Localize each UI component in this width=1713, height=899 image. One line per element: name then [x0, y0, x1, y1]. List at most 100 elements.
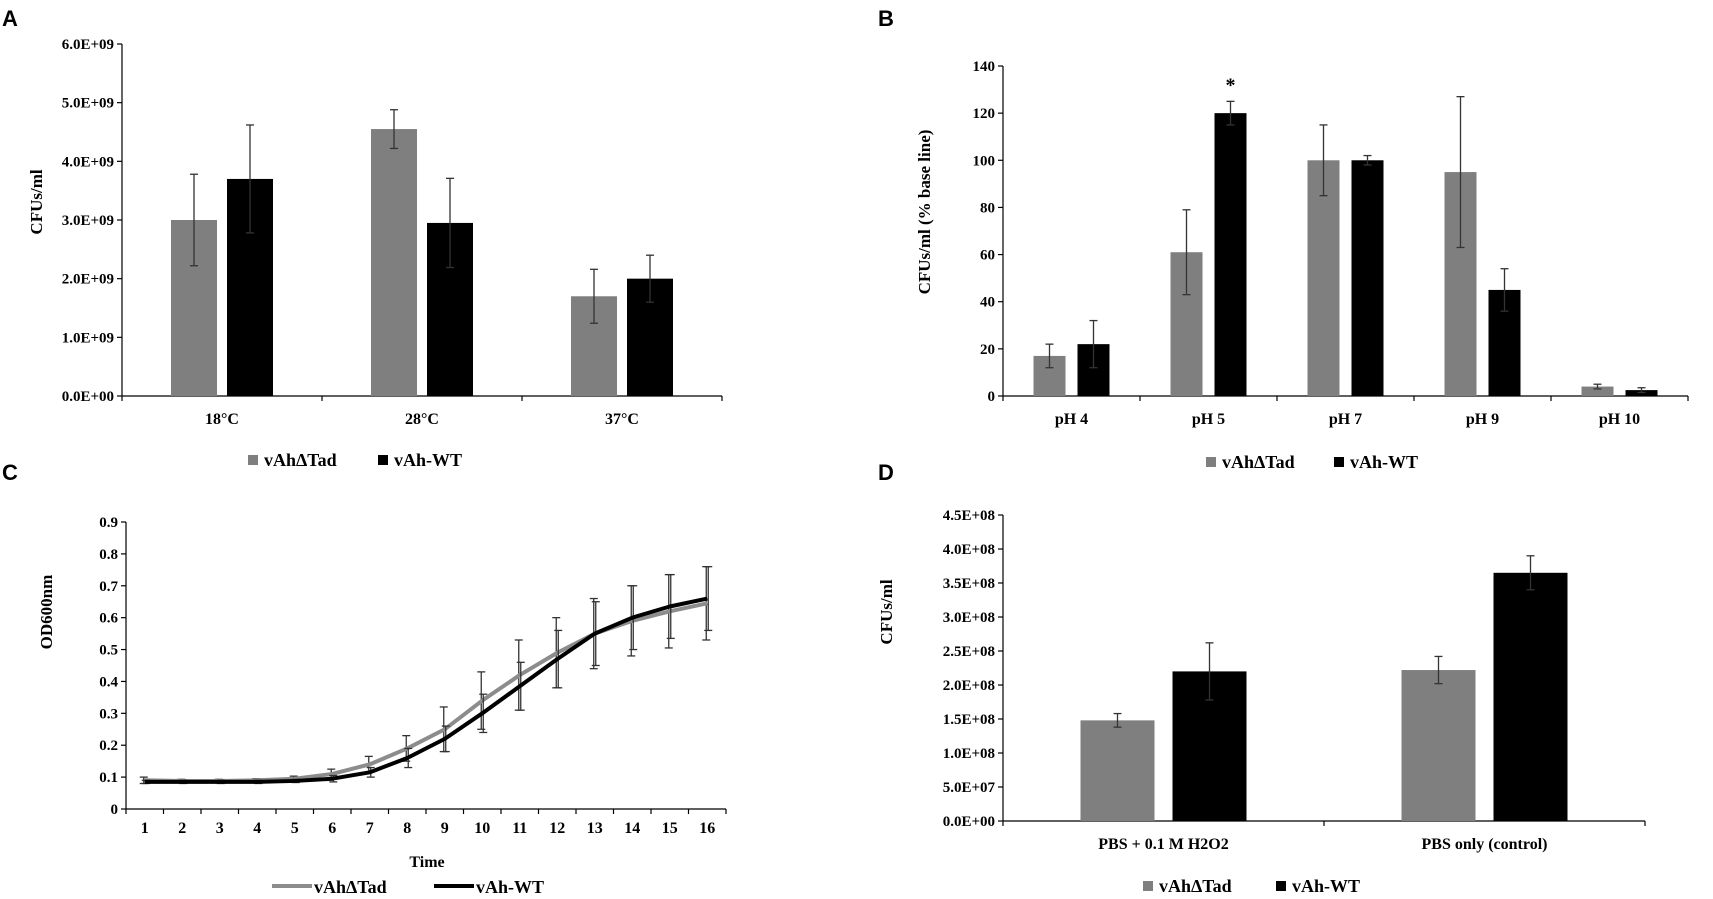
legend-label-mutant: vAhΔTad [314, 877, 387, 897]
bar-wt [1214, 113, 1247, 397]
legend-label-wt: vAh-WT [1292, 876, 1360, 896]
y-tick-label: 4.0E+09 [62, 154, 114, 170]
x-tick-label: 1 [141, 820, 149, 837]
y-tick-label: 0.0E+00 [943, 814, 995, 830]
x-tick-label: 9 [441, 820, 449, 837]
y-tick-label: 0.5 [99, 643, 118, 659]
x-category-label: pH 7 [1329, 411, 1362, 428]
legend-label-mutant: vAhΔTad [1222, 452, 1295, 472]
legend-label-wt: vAh-WT [476, 877, 544, 897]
panel-d-bar-chart: 0.0E+00 5.0E+07 1.0E+08 1.5E+08 2.0E+08 2.5E+… [943, 508, 1646, 853]
panel-c-legend: vAhΔTad vAh-WT [272, 877, 544, 897]
bar-wt [1493, 572, 1568, 821]
y-tick-label: 40 [980, 295, 995, 311]
x-tick-label: 15 [662, 820, 678, 837]
y-tick-label: 0.9 [99, 515, 118, 531]
y-tick-label: 120 [973, 106, 996, 122]
significance-marker: * [1226, 74, 1236, 96]
y-tick-label: 1.0E+08 [943, 746, 995, 762]
y-tick-label: 2.0E+08 [943, 678, 995, 694]
panel-c-y-axis-title: OD600nm [37, 575, 56, 650]
legend-swatch-wt [1276, 881, 1286, 891]
panel-b-bar-chart: 0 20 40 60 80 100 120 140 pH 4 pH 5 pH 7 pH 9 pH 10 * [973, 59, 1689, 428]
bar-mutant [1307, 160, 1340, 396]
y-tick-label: 20 [980, 342, 995, 358]
legend-label-mutant: vAhΔTad [264, 450, 337, 470]
y-tick-label: 4.5E+08 [943, 508, 995, 524]
panel-letter-a: A [2, 6, 18, 31]
x-tick-label: 11 [512, 820, 527, 837]
y-tick-label: 5.0E+09 [62, 96, 114, 112]
panel-c-line-chart: 00.10.20.30.40.50.60.70.80.91 2 3 4 5 6 7 8 9 10 1… [99, 515, 727, 837]
x-tick-label: 4 [253, 820, 261, 837]
x-tick-label: 2 [178, 820, 186, 837]
x-category-label: 18°C [205, 411, 239, 428]
x-category-label: pH 10 [1599, 411, 1640, 428]
x-category-label: pH 4 [1055, 411, 1088, 428]
panel-a-y-axis-title: CFUs/ml [27, 169, 46, 234]
y-tick-label: 0.8 [99, 547, 118, 563]
y-tick-label: 3.0E+08 [943, 610, 995, 626]
y-tick-label: 0.2 [99, 738, 118, 754]
y-tick-label: 4.0E+08 [943, 542, 995, 558]
y-tick-label: 60 [980, 248, 995, 264]
legend-swatch-mutant [1143, 881, 1153, 891]
x-tick-label: 10 [474, 820, 490, 837]
y-tick-label: 1.0E+09 [62, 330, 114, 346]
x-tick-label: 13 [587, 820, 603, 837]
x-tick-label: 3 [216, 820, 224, 837]
panel-a-bar-chart: 0.0E+00 1.0E+09 2.0E+09 3.0E+09 4.0E+09 5.0E+… [62, 37, 723, 428]
panel-c-x-axis-title: Time [409, 854, 444, 871]
y-tick-label: 0.3 [99, 706, 118, 722]
panel-d-legend: vAhΔTad vAh-WT [1143, 876, 1360, 896]
x-category-label: pH 9 [1466, 411, 1499, 428]
y-tick-label: 0.7 [99, 579, 118, 595]
legend-label-wt: vAh-WT [1350, 452, 1418, 472]
x-tick-label: 12 [549, 820, 565, 837]
x-tick-label: 8 [403, 820, 411, 837]
y-tick-label: 0.1 [99, 770, 118, 786]
legend-label-mutant: vAhΔTad [1159, 876, 1232, 896]
x-category-label: 28°C [405, 411, 439, 428]
y-tick-label: 2.5E+08 [943, 644, 995, 660]
x-tick-label: 7 [366, 820, 374, 837]
panel-a-legend: vAhΔTad vAh-WT [248, 450, 462, 470]
y-tick-label: 3.0E+09 [62, 213, 114, 229]
y-tick-label: 5.0E+07 [943, 780, 996, 796]
legend-swatch-mutant [248, 455, 258, 465]
legend-label-wt: vAh-WT [394, 450, 462, 470]
bar-mutant [1401, 670, 1476, 821]
y-tick-label: 0.4 [99, 674, 118, 690]
panel-letter-c: C [2, 460, 18, 485]
y-tick-label: 0.0E+00 [62, 389, 114, 405]
y-tick-label: 0 [111, 802, 119, 818]
x-tick-label: 5 [291, 820, 299, 837]
y-tick-label: 6.0E+09 [62, 37, 114, 53]
y-tick-label: 140 [973, 59, 996, 75]
x-tick-label: 6 [328, 820, 336, 837]
panel-d-y-axis-title: CFUs/ml [877, 579, 896, 644]
bar-mutant [371, 129, 417, 397]
panel-b-legend: vAhΔTad vAh-WT [1206, 452, 1418, 472]
bar-mutant [1080, 720, 1155, 821]
y-tick-label: 3.5E+08 [943, 576, 995, 592]
y-tick-label: 2.0E+09 [62, 272, 114, 288]
series-line-wt [144, 596, 708, 784]
y-tick-label: 1.5E+08 [943, 712, 995, 728]
x-category-label: PBS + 0.1 M H2O2 [1098, 836, 1228, 853]
y-tick-label: 0.6 [99, 611, 118, 627]
panel-letter-d: D [878, 460, 894, 485]
legend-swatch-wt [1334, 457, 1344, 467]
x-category-label: pH 5 [1192, 411, 1225, 428]
panel-b-y-axis-title: CFUs/ml (% base line) [915, 130, 934, 295]
y-tick-label: 100 [973, 153, 996, 169]
series-line-mutant [144, 601, 708, 783]
panel-letter-b: B [878, 6, 894, 31]
x-tick-label: 14 [624, 820, 640, 837]
legend-swatch-wt [378, 455, 388, 465]
bar-mutant [1581, 386, 1614, 396]
x-category-label: 37°C [605, 411, 639, 428]
bar-wt [1351, 160, 1384, 396]
y-tick-label: 0 [988, 389, 996, 405]
